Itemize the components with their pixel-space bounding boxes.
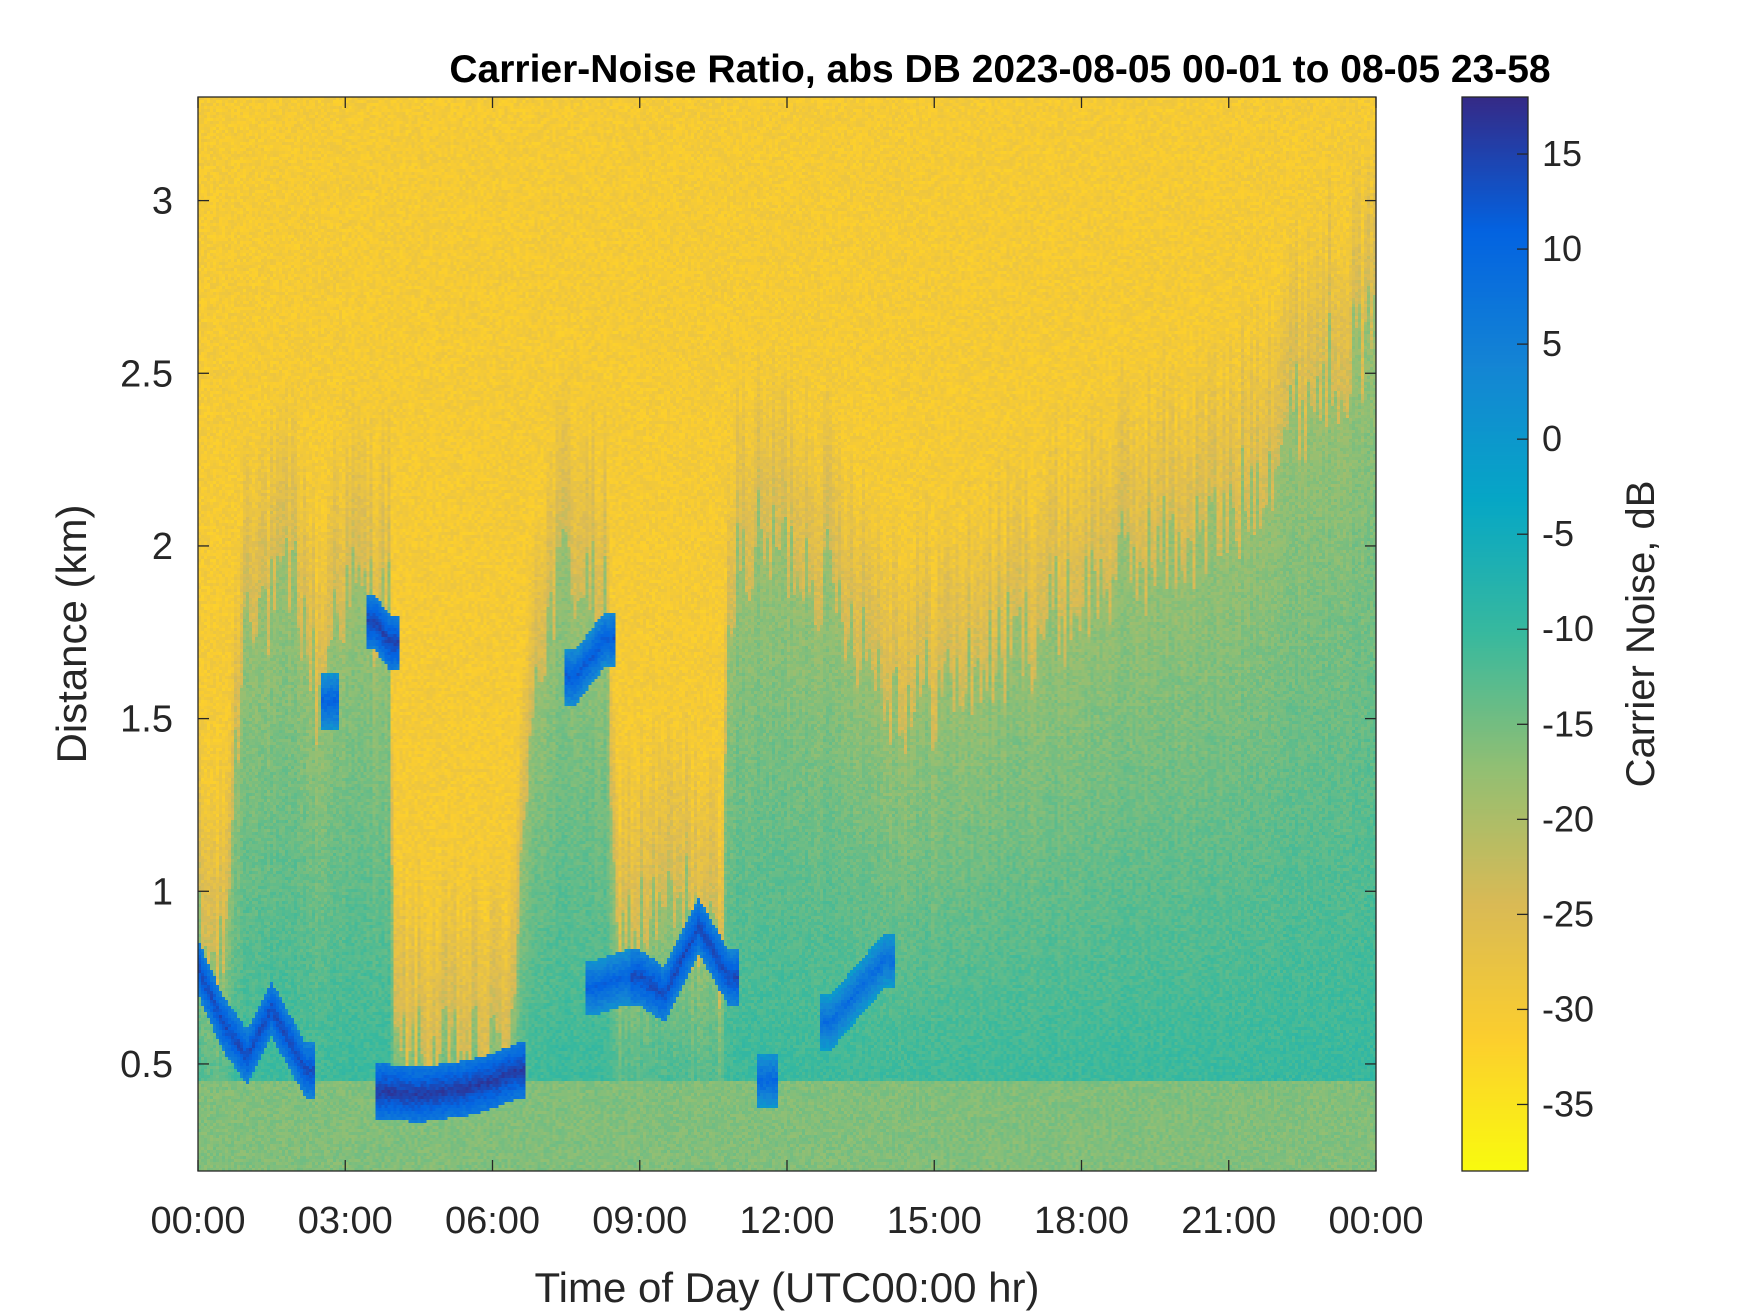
- x-tick-label: 18:00: [1034, 1200, 1129, 1242]
- colorbar-tick-label: 10: [1542, 228, 1582, 269]
- x-axis: 00:00 03:00 06:00 09:00 12:00 15:00 18:00 21:00…: [150, 97, 1424, 1242]
- x-tick-label: 06:00: [445, 1200, 540, 1242]
- colorbar-label: Carrier Noise, dB: [1619, 481, 1663, 788]
- colorbar-tick-label: -15: [1542, 703, 1594, 744]
- carrier-noise-heatmap: [198, 97, 1376, 1171]
- colorbar-tick-label: -25: [1542, 893, 1594, 934]
- x-tick-label: 21:00: [1181, 1200, 1276, 1242]
- x-tick-label: 09:00: [592, 1200, 687, 1242]
- colorbar-tick-label: -20: [1542, 798, 1594, 839]
- y-tick-label: 2.5: [120, 353, 173, 395]
- colorbar-tick-label: -35: [1542, 1083, 1594, 1124]
- colorbar-tick-label: -5: [1542, 513, 1574, 554]
- y-tick-label: 1: [152, 871, 173, 913]
- x-axis-label: Time of Day (UTC00:00 hr): [535, 1264, 1040, 1311]
- colorbar-gradient: [1462, 97, 1528, 1171]
- y-tick-label: 1.5: [120, 699, 173, 741]
- colorbar-tick-label: -10: [1542, 608, 1594, 649]
- x-tick-label: 00:00: [150, 1200, 245, 1242]
- y-tick-label: 2: [152, 526, 173, 568]
- x-tick-label: 00:00: [1328, 1200, 1423, 1242]
- x-tick-label: 15:00: [887, 1200, 982, 1242]
- colorbar-box: [1461, 96, 1529, 1172]
- heatmap-panel: [197, 96, 1377, 1172]
- colorbar: 15 10 5 0 -5 -10 -15 -20 -25 -30 -35: [1461, 96, 1594, 1172]
- colorbar-tick-label: -30: [1542, 988, 1594, 1029]
- colorbar-tick-label: 15: [1542, 133, 1582, 174]
- y-tick-label: 3: [152, 181, 173, 223]
- colorbar-tick-label: 5: [1542, 323, 1562, 364]
- colorbar-tick-label: 0: [1542, 418, 1562, 459]
- heatmap-image-holder: [198, 97, 1376, 1171]
- y-tick-label: 0.5: [120, 1044, 173, 1086]
- colorbar-image-holder: [1462, 97, 1528, 1171]
- chart-title: Carrier-Noise Ratio, abs DB 2023-08-05 0…: [449, 48, 1550, 91]
- y-axis: 0.5 1 1.5 2 2.5 3: [120, 181, 1376, 1086]
- colorbar-ticks: 15 10 5 0 -5 -10 -15 -20 -25 -30 -35: [1517, 133, 1594, 1124]
- x-tick-label: 03:00: [298, 1200, 393, 1242]
- y-axis-label: Distance (km): [48, 504, 95, 763]
- x-tick-label: 12:00: [739, 1200, 834, 1242]
